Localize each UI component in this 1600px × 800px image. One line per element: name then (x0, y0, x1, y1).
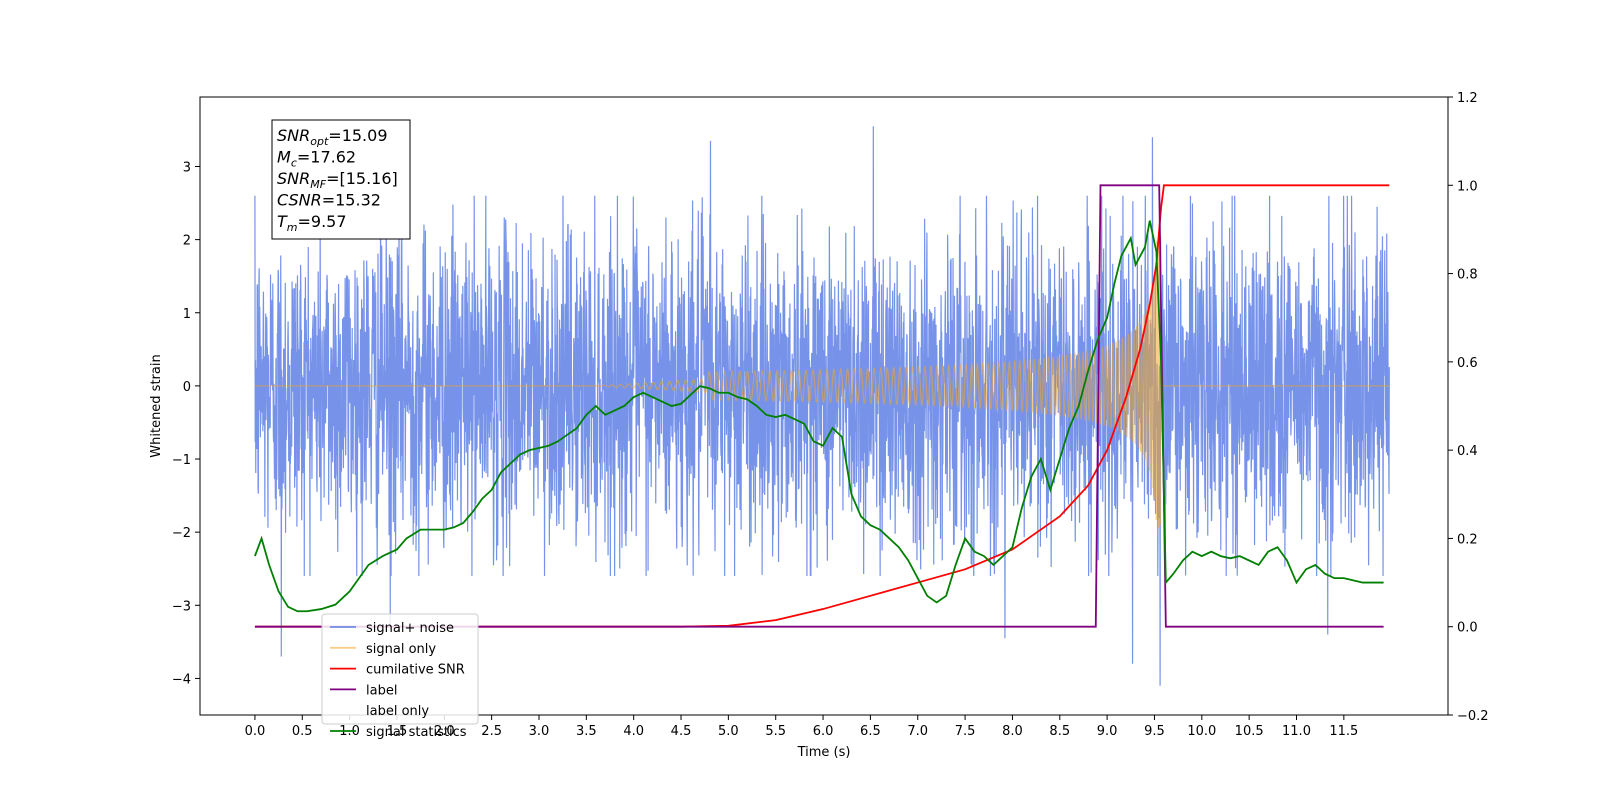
x-tick-label: 11.0 (1282, 724, 1311, 739)
y-tick-label: 1 (183, 307, 191, 322)
legend-frame (321, 613, 479, 725)
y2-tick-label: 1.2 (1457, 91, 1478, 106)
x-axis-label: Time (s) (797, 745, 851, 760)
y-tick-label: 2 (183, 234, 191, 249)
x-tick-label: 5.0 (718, 724, 739, 739)
annotation-line: Mc=17.62 (277, 148, 356, 170)
series-label-line (254, 184, 1384, 628)
y2-tick-label: 1.0 (1457, 179, 1478, 194)
stats-annotation-box: SNRopt=15.09Mc=17.62SNRMF=[15.16]CSNR=15… (271, 119, 411, 240)
x-tick-label: 9.0 (1097, 724, 1118, 739)
x-tick-label: 3.5 (576, 724, 597, 739)
annotation-line: SNRMF=[15.16] (277, 169, 398, 191)
series-layer (254, 126, 1390, 686)
y2-tick-label: 0.8 (1457, 268, 1478, 283)
y-tick-label: −3 (172, 599, 191, 614)
x-tick-label: 7.0 (907, 724, 928, 739)
y-tick-label: 3 (183, 160, 191, 175)
y-axis-right: −0.2 0.0 0.2 0.4 0.6 0.8 1.0 1.2 (1448, 91, 1489, 724)
x-tick-label: 0.0 (245, 724, 266, 739)
x-tick-label: 7.5 (955, 724, 976, 739)
x-tick-label: 5.5 (765, 724, 786, 739)
y-tick-label: 0 (183, 380, 191, 395)
x-tick-label: 6.0 (813, 724, 834, 739)
series-signal-statistics-line (254, 220, 1384, 613)
y2-tick-label: −0.2 (1457, 709, 1489, 724)
legend-entry-label: label only (366, 704, 429, 719)
legend-entry-label: signal only (366, 642, 436, 657)
x-tick-label: 9.5 (1144, 724, 1165, 739)
legend-entry-label: signal+ noise (366, 621, 454, 636)
y2-tick-label: 0.4 (1457, 444, 1478, 459)
legend-entry-label: label (366, 683, 397, 698)
x-tick-label: 8.5 (1049, 724, 1070, 739)
x-tick-label: 4.5 (671, 724, 692, 739)
series-signal-noise-line (254, 126, 1390, 686)
legend-entry-label: cumilative SNR (366, 663, 465, 678)
y-tick-label: −1 (172, 453, 191, 468)
x-tick-label: 4.0 (623, 724, 644, 739)
x-tick-label: 6.5 (860, 724, 881, 739)
x-tick-label: 3.0 (529, 724, 550, 739)
series-signal-only-line (254, 236, 1390, 536)
y-tick-label: −2 (172, 526, 191, 541)
x-tick-label: 8.0 (1002, 724, 1023, 739)
y-axis-label: Whitened strain (149, 354, 164, 457)
y2-tick-label: 0.2 (1457, 532, 1478, 547)
x-tick-label: 10.5 (1235, 724, 1264, 739)
x-tick-label: 11.5 (1329, 724, 1358, 739)
x-tick-label: 1.5 (387, 724, 408, 739)
annotation-line: CSNR=15.32 (277, 191, 381, 210)
annotation-line: Tm=9.57 (277, 212, 347, 234)
x-tick-label: 10.0 (1187, 724, 1216, 739)
annotation-frame (271, 119, 411, 240)
y2-tick-label: 0.0 (1457, 621, 1478, 636)
x-tick-label: 2.5 (481, 724, 502, 739)
x-tick-label: 2.0 (434, 724, 455, 739)
x-tick-label: 0.5 (292, 724, 313, 739)
y-tick-label: −4 (172, 672, 191, 687)
y-axis-left: −4 −3 −2 −1 0 1 2 3 (172, 160, 200, 687)
y2-tick-label: 0.6 (1457, 356, 1478, 371)
legend: signal+ noise signal only cumilative SNR la… (321, 613, 479, 740)
plot-frame (199, 96, 1449, 716)
x-axis: 0.0 0.5 1.0 1.5 2.0 2.5 3.0 3.5 4.0 4.5 5.0 5.5 6.0 6… (245, 715, 1358, 739)
legend-entry-label: signal statistics (366, 725, 467, 740)
annotation-line: SNRopt=15.09 (277, 126, 388, 148)
